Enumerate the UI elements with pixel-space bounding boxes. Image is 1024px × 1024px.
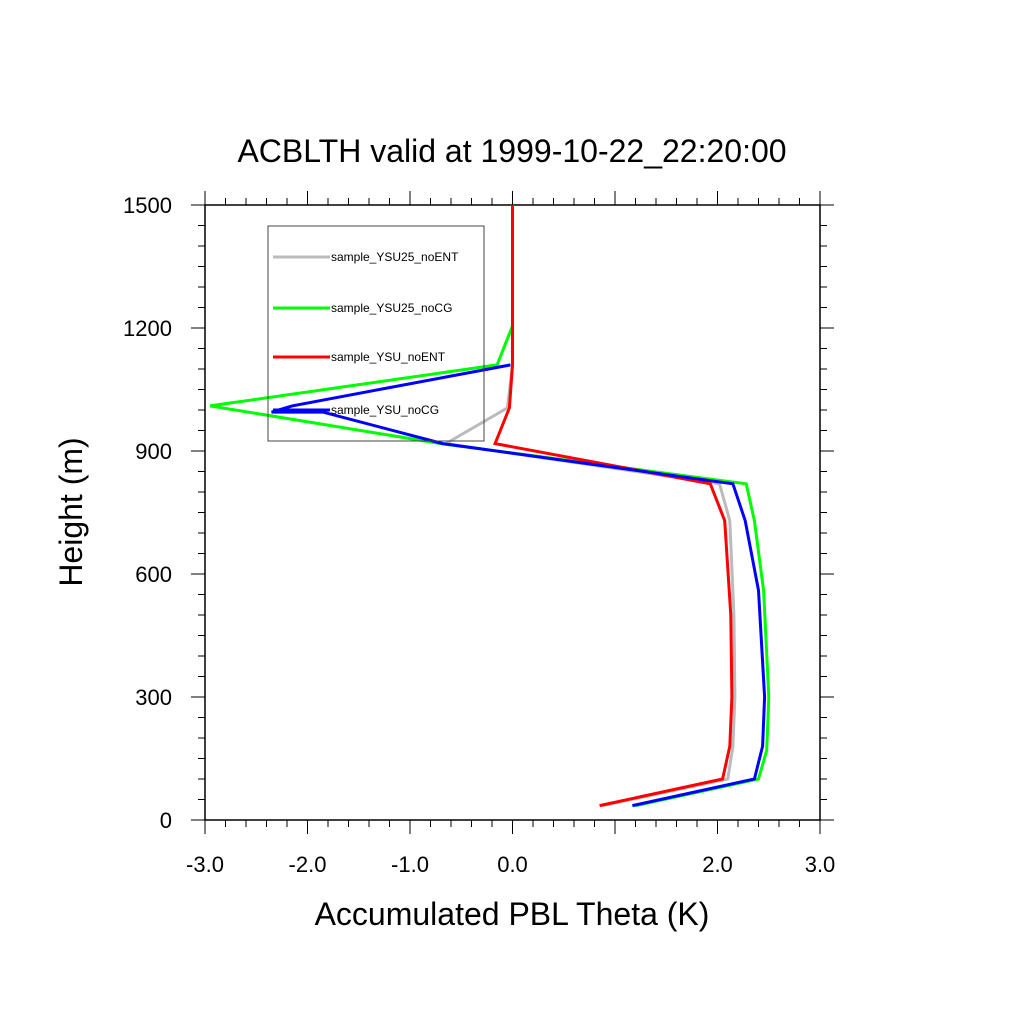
x-tick-label: -2.0: [289, 852, 327, 877]
legend-label: sample_YSU_noENT: [331, 350, 446, 364]
y-axis: 0 300 600 900 1200 1500: [123, 193, 834, 833]
series-line: [209, 205, 771, 808]
y-tick-label: 0: [160, 808, 172, 833]
legend: sample_YSU25_noENT sample_YSU25_noCGsampl…: [267, 225, 485, 442]
x-tick-label: 0.0: [497, 852, 528, 877]
x-tick-label: -1.0: [391, 852, 429, 877]
series-line: [493, 205, 734, 808]
series-line: [271, 363, 767, 808]
series-line: [441, 205, 737, 808]
x-tick-label: 2.0: [702, 852, 733, 877]
y-tick-label: 900: [135, 439, 172, 464]
legend-box: [267, 225, 485, 442]
legend-label: sample_YSU25_noENT: [331, 250, 459, 264]
chart-title: ACBLTH valid at 1999-10-22_22:20:00: [237, 133, 786, 169]
x-axis: -3.0 -2.0 -1.0 0.0 2.0 3.0: [186, 191, 835, 877]
series-layer: [209, 205, 771, 808]
x-axis-label: Accumulated PBL Theta (K): [315, 896, 710, 932]
x-tick-label: -3.0: [186, 852, 224, 877]
y-axis-label: Height (m): [53, 437, 89, 586]
y-tick-label: 300: [135, 685, 172, 710]
x-tick-label: 3.0: [805, 852, 836, 877]
legend-label: sample_YSU_noCG: [331, 403, 439, 417]
y-tick-label: 1200: [123, 316, 172, 341]
y-tick-label: 1500: [123, 193, 172, 218]
legend-label: sample_YSU25_noCG: [331, 301, 452, 315]
y-tick-label: 600: [135, 562, 172, 587]
